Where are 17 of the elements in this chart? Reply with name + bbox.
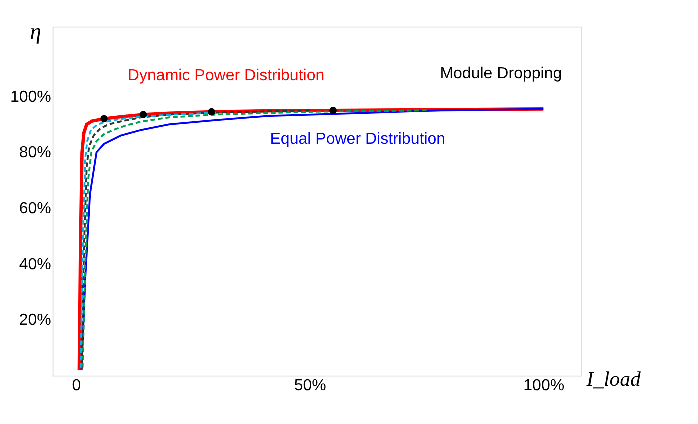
series-label: Equal Power Distribution — [270, 130, 446, 148]
y-axis-title: η — [30, 19, 42, 44]
x-tick-label: 50% — [294, 376, 326, 394]
point — [208, 108, 216, 116]
point — [330, 106, 337, 114]
y-tick-label: 100% — [10, 88, 52, 106]
y-tick-label: 80% — [19, 144, 52, 162]
point — [140, 111, 148, 118]
x-axis-title: I_load — [586, 369, 642, 392]
series-label: Dynamic Power Distribution — [128, 66, 325, 84]
y-tick-label: 20% — [19, 311, 52, 330]
y-tick-label: 60% — [19, 200, 52, 218]
x-tick-label: 100% — [524, 376, 565, 394]
y-tick-label: 40% — [19, 255, 52, 274]
point — [100, 115, 108, 123]
annotation: Module Dropping — [440, 64, 562, 83]
x-tick-label: 0 — [72, 376, 82, 394]
